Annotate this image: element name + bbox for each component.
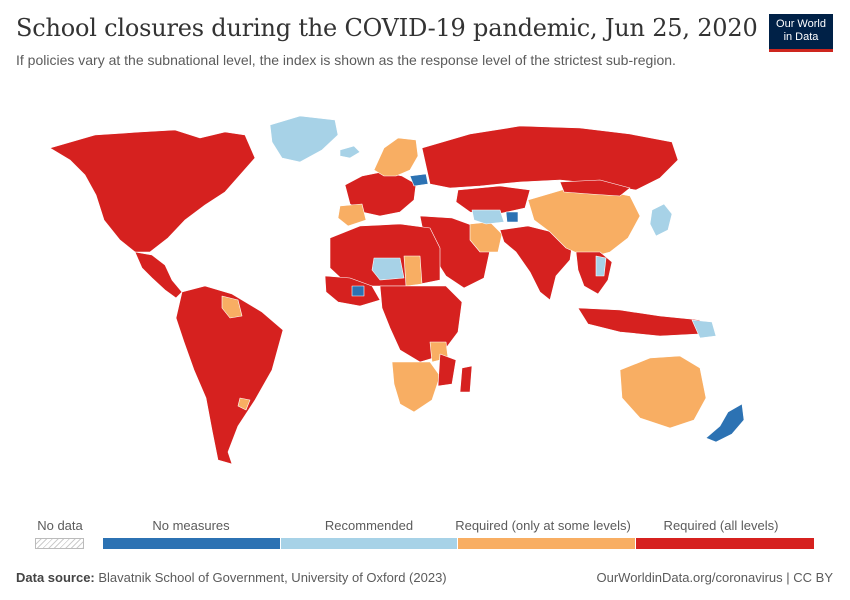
country-turkmenistan[interactable]: Turkmenistan <box>471 209 505 225</box>
country-mozambique[interactable]: Mozambique <box>437 353 457 387</box>
chart-subtitle: If policies vary at the subnational leve… <box>16 52 676 68</box>
country-south-america[interactable]: South America <box>175 285 284 465</box>
legend-swatch-recommended[interactable] <box>281 538 458 549</box>
country-belarus[interactable]: Belarus <box>409 173 429 187</box>
country-niger[interactable]: Niger <box>371 257 405 281</box>
country-russia[interactable]: Russia <box>421 125 679 191</box>
country-guyana-suriname[interactable]: Guyana/Suriname <box>221 295 243 319</box>
logo-line1: Our World <box>776 18 826 30</box>
country-central-africa[interactable]: Central Africa <box>379 285 463 363</box>
map-legend: No data No measures Recommended Required… <box>0 512 850 552</box>
country-burkina-faso[interactable]: Burkina Faso <box>351 285 365 297</box>
country-japan[interactable]: Japan <box>649 203 673 237</box>
legend-label-no-measures: No measures <box>152 518 230 533</box>
country-iberia[interactable]: Iberia <box>337 203 367 227</box>
data-source-label: Data source: <box>16 570 95 585</box>
country-new-zealand[interactable]: New Zealand <box>705 403 745 443</box>
country-scandinavia[interactable]: Scandinavia <box>373 137 419 177</box>
country-australia[interactable]: Australia <box>619 355 707 429</box>
legend-swatch-no-measures[interactable] <box>103 538 281 549</box>
country-india[interactable]: India <box>499 225 573 301</box>
legend-label-required-some: Required (only at some levels) <box>455 518 631 533</box>
country-uruguay[interactable]: Uruguay <box>237 397 251 411</box>
legend-no-data-swatch[interactable] <box>35 538 84 549</box>
country-papua-new-guinea[interactable]: Papua New Guinea <box>691 319 717 339</box>
country-iceland[interactable]: Iceland <box>339 145 361 159</box>
country-chad[interactable]: Chad <box>403 255 423 287</box>
country-madagascar[interactable]: Madagascar <box>459 365 473 393</box>
country-vietnam[interactable]: Vietnam <box>595 255 607 277</box>
data-source-text: Blavatnik School of Government, Universi… <box>98 570 447 585</box>
owid-logo[interactable]: Our World in Data <box>769 14 833 52</box>
country-tajikistan[interactable]: Tajikistan <box>505 211 519 223</box>
legend-label-recommended: Recommended <box>324 518 414 533</box>
logo-line2: in Data <box>783 31 819 43</box>
legend-swatch-required-some[interactable] <box>458 538 636 549</box>
country-indonesia[interactable]: Indonesia <box>577 307 701 337</box>
country-north-america[interactable]: North America <box>49 129 256 253</box>
world-map[interactable]: North AmericaGreenlandCentral AmericaSou… <box>0 80 850 500</box>
legend-no-data-label: No data <box>37 518 83 533</box>
country-mongolia[interactable]: Mongolia <box>559 179 631 197</box>
country-kazakhstan[interactable]: Kazakhstan <box>455 185 531 215</box>
country-southeast-asia[interactable]: Southeast Asia <box>575 251 613 295</box>
legend-label-required-all: Required (all levels) <box>663 518 779 533</box>
source-link[interactable]: OurWorldinData.org/coronavirus | CC BY <box>596 570 833 585</box>
country-southern-africa[interactable]: Southern Africa <box>391 361 441 413</box>
data-source: Data source: Blavatnik School of Governm… <box>16 570 447 585</box>
country-central-america[interactable]: Central America <box>134 251 183 299</box>
legend-swatch-required-all[interactable] <box>636 538 814 549</box>
chart-title: School closures during the COVID-19 pand… <box>16 14 758 42</box>
country-greenland[interactable]: Greenland <box>269 115 339 163</box>
